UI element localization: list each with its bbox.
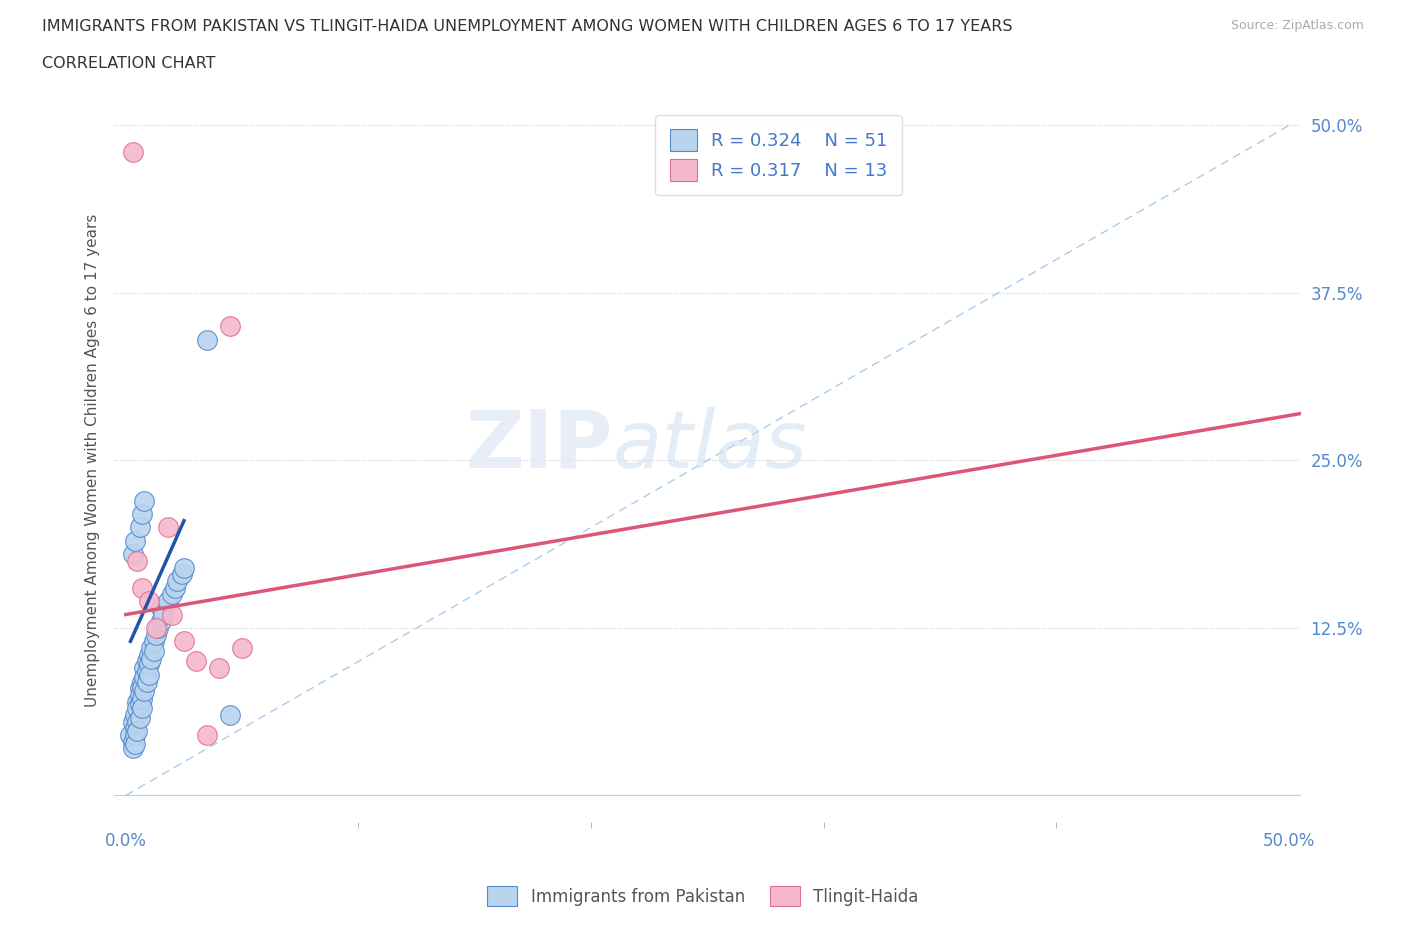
Point <box>170 567 193 582</box>
Point <box>152 607 174 622</box>
Point <box>134 670 156 684</box>
Point <box>231 641 253 656</box>
Point <box>145 627 167 642</box>
Point <box>149 601 172 616</box>
Point <box>131 692 153 707</box>
Point <box>163 580 186 595</box>
Point <box>124 534 146 549</box>
Point <box>195 727 218 742</box>
Point <box>127 694 149 709</box>
Point <box>131 674 153 689</box>
Point <box>173 560 195 575</box>
Point <box>145 620 167 635</box>
Point <box>128 697 150 711</box>
Point <box>156 520 179 535</box>
Point <box>162 607 184 622</box>
Point <box>208 660 231 675</box>
Point <box>148 620 170 635</box>
Point <box>135 665 157 680</box>
Text: atlas: atlas <box>613 407 807 485</box>
Point <box>134 493 156 508</box>
Point <box>142 644 165 658</box>
Text: IMMIGRANTS FROM PAKISTAN VS TLINGIT-HAIDA UNEMPLOYMENT AMONG WOMEN WITH CHILDREN: IMMIGRANTS FROM PAKISTAN VS TLINGIT-HAID… <box>42 19 1012 33</box>
Point <box>120 727 142 742</box>
Point <box>138 657 160 671</box>
Point <box>121 741 143 756</box>
Legend: Immigrants from Pakistan, Tlingit-Haida: Immigrants from Pakistan, Tlingit-Haida <box>481 880 925 912</box>
Point <box>131 701 153 716</box>
Point <box>135 674 157 689</box>
Text: Source: ZipAtlas.com: Source: ZipAtlas.com <box>1230 19 1364 32</box>
Point <box>124 708 146 723</box>
Point <box>121 547 143 562</box>
Point <box>127 553 149 568</box>
Point <box>219 319 242 334</box>
Point <box>128 520 150 535</box>
Point <box>131 507 153 522</box>
Point <box>131 681 153 696</box>
Point <box>124 721 146 736</box>
Point <box>195 332 218 347</box>
Point <box>128 681 150 696</box>
Point <box>138 668 160 683</box>
Point <box>173 634 195 649</box>
Point <box>142 634 165 649</box>
Text: CORRELATION CHART: CORRELATION CHART <box>42 56 215 71</box>
Point <box>121 145 143 160</box>
Point <box>149 614 172 629</box>
Point <box>127 714 149 729</box>
Point <box>162 587 184 602</box>
Point <box>166 574 188 589</box>
Point <box>138 647 160 662</box>
Point <box>141 641 163 656</box>
Point <box>128 687 150 702</box>
Point <box>124 737 146 752</box>
Point <box>219 708 242 723</box>
Point <box>121 714 143 729</box>
Text: ZIP: ZIP <box>465 407 613 485</box>
Point <box>156 593 179 608</box>
Point <box>184 654 207 669</box>
Point <box>127 701 149 716</box>
Legend: R = 0.324    N = 51, R = 0.317    N = 13: R = 0.324 N = 51, R = 0.317 N = 13 <box>655 115 901 195</box>
Point <box>128 711 150 725</box>
Point <box>134 660 156 675</box>
Point <box>138 593 160 608</box>
Point <box>121 735 143 750</box>
Point <box>127 724 149 738</box>
Point <box>141 651 163 666</box>
Point <box>135 654 157 669</box>
Point <box>131 580 153 595</box>
Point <box>124 727 146 742</box>
Y-axis label: Unemployment Among Women with Children Ages 6 to 17 years: Unemployment Among Women with Children A… <box>86 214 100 707</box>
Point <box>134 684 156 698</box>
